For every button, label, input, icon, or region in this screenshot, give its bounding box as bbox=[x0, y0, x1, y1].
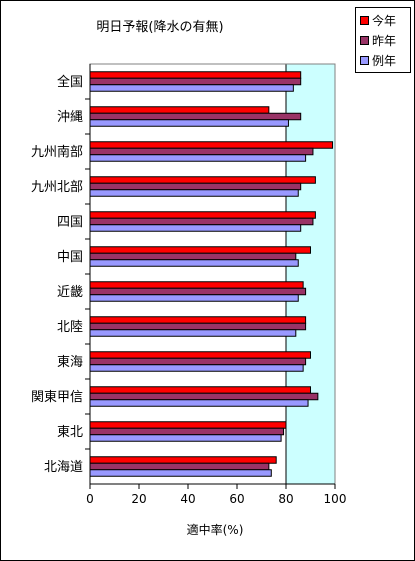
bar-0-8 bbox=[89, 351, 311, 359]
bar-1-9 bbox=[89, 392, 319, 401]
category-label-9: 関東甲信 bbox=[31, 389, 83, 405]
x-tick-label-2: 40 bbox=[180, 492, 195, 506]
category-label-5: 中国 bbox=[57, 250, 83, 265]
legend-swatch-last-year bbox=[360, 36, 369, 45]
x-tick-label-5: 100 bbox=[324, 492, 347, 506]
x-tick-label-1: 20 bbox=[131, 492, 146, 506]
bar-1-10 bbox=[89, 427, 285, 436]
category-label-11: 北海道 bbox=[44, 460, 83, 475]
bar-2-10 bbox=[89, 434, 282, 442]
category-label-7: 北陸 bbox=[57, 319, 83, 335]
legend-swatch-this-year bbox=[360, 16, 369, 25]
bar-2-9 bbox=[89, 399, 309, 407]
x-tick-label-3: 60 bbox=[229, 492, 244, 506]
category-label-1: 沖縄 bbox=[57, 110, 83, 125]
chart-title: 明日予報(降水の有無) bbox=[96, 20, 224, 35]
bar-1-6 bbox=[89, 287, 307, 296]
bar-2-5 bbox=[89, 259, 299, 267]
category-label-3: 九州北部 bbox=[31, 180, 83, 195]
legend-item-normal-year: 例年 bbox=[360, 53, 396, 69]
legend-item-last-year: 昨年 bbox=[360, 33, 396, 49]
plot-area-shaded bbox=[286, 64, 335, 484]
bar-1-2 bbox=[89, 147, 314, 156]
bar-2-7 bbox=[89, 329, 297, 337]
bar-0-5 bbox=[89, 246, 311, 254]
bar-2-2 bbox=[89, 154, 307, 162]
bar-0-6 bbox=[89, 281, 304, 289]
bar-1-4 bbox=[89, 217, 314, 226]
bar-1-0 bbox=[89, 77, 302, 86]
legend-label-this-year: 今年 bbox=[372, 14, 397, 28]
category-label-2: 九州南部 bbox=[31, 144, 83, 160]
bar-0-3 bbox=[89, 176, 316, 184]
bar-2-0 bbox=[89, 84, 294, 92]
bar-2-1 bbox=[89, 119, 289, 127]
plot-area-white bbox=[90, 64, 286, 484]
category-label-4: 四国 bbox=[57, 215, 83, 230]
bar-0-11 bbox=[89, 456, 277, 464]
bar-0-7 bbox=[89, 316, 307, 324]
bar-0-9 bbox=[89, 386, 311, 394]
bar-2-3 bbox=[89, 189, 299, 197]
x-axis-label: 適中率(%) bbox=[186, 523, 244, 537]
legend-label-last-year: 昨年 bbox=[372, 34, 397, 48]
bar-2-4 bbox=[89, 224, 302, 232]
category-label-6: 近畿 bbox=[57, 285, 83, 300]
bar-0-0 bbox=[89, 71, 302, 79]
bar-2-8 bbox=[89, 364, 304, 372]
category-label-10: 東北 bbox=[57, 424, 83, 440]
bar-1-3 bbox=[89, 182, 302, 191]
bar-1-8 bbox=[89, 357, 307, 366]
bar-1-11 bbox=[89, 462, 270, 471]
x-tick-label-0: 0 bbox=[86, 492, 94, 506]
bar-0-1 bbox=[89, 106, 270, 114]
category-label-0: 全国 bbox=[57, 74, 83, 90]
legend-item-this-year: 今年 bbox=[360, 13, 396, 29]
bar-1-7 bbox=[89, 322, 307, 331]
bar-1-1 bbox=[89, 112, 302, 121]
legend-swatch-normal-year bbox=[360, 56, 369, 65]
bar-0-2 bbox=[89, 141, 334, 149]
category-label-8: 東海 bbox=[57, 354, 83, 370]
bar-2-6 bbox=[89, 294, 299, 302]
bar-1-5 bbox=[89, 252, 297, 261]
x-tick-label-4: 80 bbox=[278, 492, 293, 506]
bar-0-10 bbox=[89, 421, 287, 429]
legend: 今年 昨年 例年 bbox=[355, 7, 411, 73]
bar-2-11 bbox=[89, 469, 272, 477]
legend-label-normal-year: 例年 bbox=[372, 54, 397, 68]
bar-0-4 bbox=[89, 211, 316, 219]
